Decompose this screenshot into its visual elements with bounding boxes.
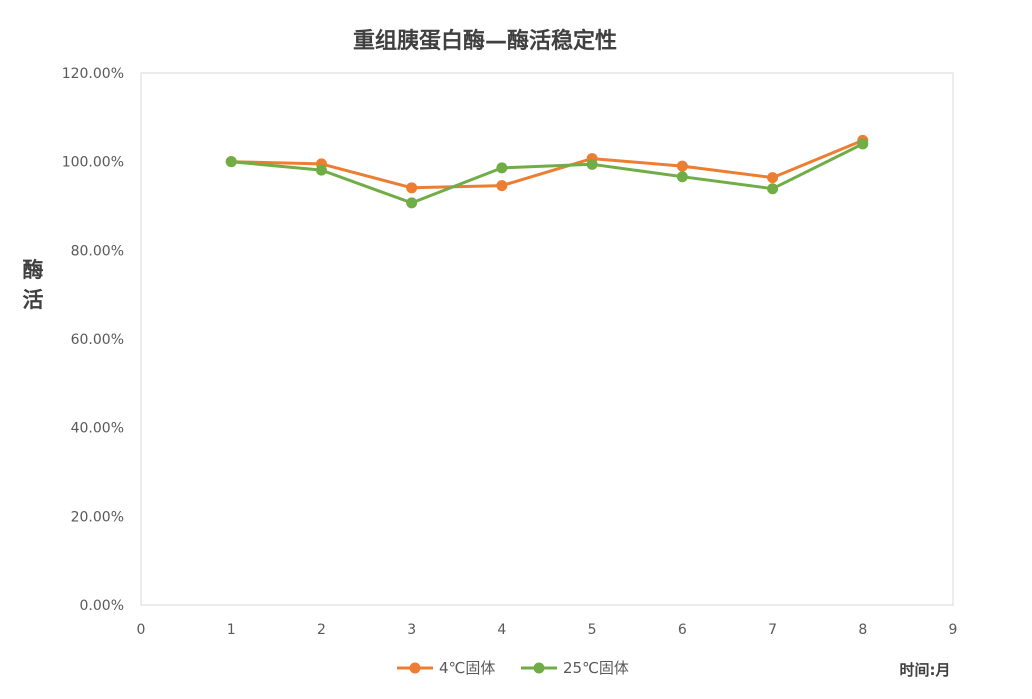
legend-item: 4℃固体 — [397, 659, 495, 677]
y-axis-label: 酶 活 — [23, 258, 44, 312]
legend-label: 25℃固体 — [563, 659, 629, 677]
legend-marker — [533, 662, 545, 674]
y-axis-label-char-1: 酶 — [23, 258, 44, 282]
x-tick-label: 0 — [137, 622, 146, 638]
x-tick-label: 2 — [317, 622, 326, 638]
chart-title: 重组胰蛋白酶—酶活稳定性 — [353, 28, 617, 54]
data-point — [586, 158, 598, 170]
legend: 4℃固体 25℃固体 — [397, 659, 629, 677]
y-tick-label: 60.00% — [71, 332, 124, 348]
x-tick-label: 4 — [497, 622, 506, 638]
legend-marker — [409, 662, 421, 674]
x-tick-label: 5 — [588, 622, 597, 638]
legend-label: 4℃固体 — [439, 659, 495, 677]
plot-area — [140, 72, 954, 606]
y-tick-label: 120.00% — [62, 66, 124, 82]
data-point — [676, 171, 688, 183]
y-tick-label: 0.00% — [80, 598, 124, 614]
x-tick-label: 1 — [227, 622, 236, 638]
y-tick-label: 80.00% — [71, 243, 124, 259]
data-point — [406, 182, 418, 194]
y-tick-label: 20.00% — [71, 509, 124, 525]
y-tick-label: 100.00% — [62, 155, 124, 171]
x-tick-label: 8 — [858, 622, 867, 638]
x-tick-label: 9 — [949, 622, 958, 638]
x-tick-label: 3 — [407, 622, 416, 638]
y-axis-label-char-2: 活 — [23, 288, 44, 312]
data-point — [767, 172, 779, 184]
data-point — [767, 183, 779, 195]
series-2 — [225, 138, 869, 209]
x-axis-label: 时间:月 — [900, 661, 951, 679]
data-point — [315, 164, 327, 176]
data-point — [225, 156, 237, 168]
data-point — [857, 138, 869, 150]
data-point — [406, 197, 418, 209]
y-tick-labels: 0.00% 20.00% 40.00% 60.00% 80.00% 100.00% 120.… — [62, 66, 124, 614]
series-line — [231, 139, 864, 190]
data-point — [496, 162, 508, 174]
series-layer — [225, 134, 869, 209]
legend-item: 25℃固体 — [521, 659, 629, 677]
x-tick-label: 6 — [678, 622, 687, 638]
x-tick-label: 7 — [768, 622, 777, 638]
x-tick-labels: 0 1 2 3 4 5 6 7 8 9 — [137, 622, 958, 638]
data-point — [496, 180, 508, 192]
data-point — [676, 160, 688, 172]
series-line — [231, 142, 864, 205]
y-tick-label: 40.00% — [71, 421, 124, 437]
